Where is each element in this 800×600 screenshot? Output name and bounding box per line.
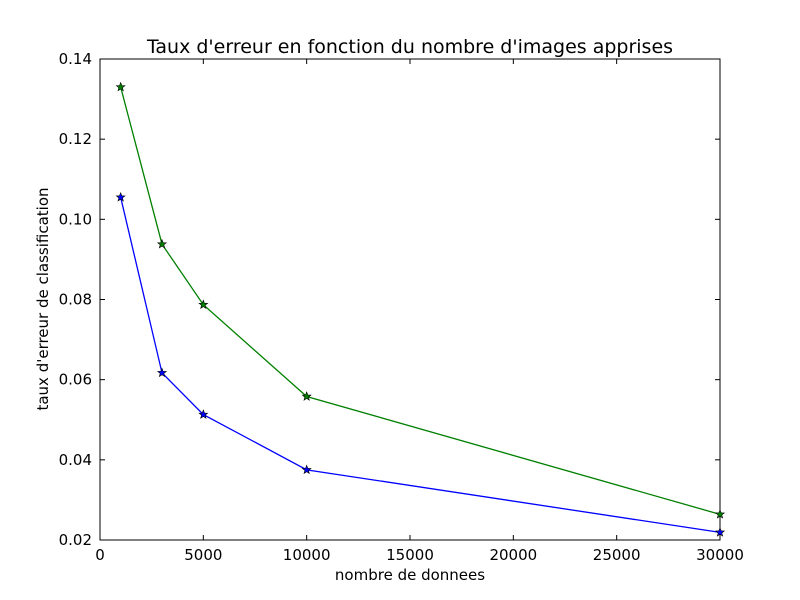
data-point — [115, 191, 126, 202]
x-axis-title: nombre de donnees — [335, 566, 485, 584]
x-tick-label: 25000 — [593, 546, 641, 564]
y-tick-label: 0.06 — [59, 371, 92, 389]
x-tick-label: 10000 — [283, 546, 331, 564]
series-layer — [115, 81, 726, 537]
data-point — [714, 527, 726, 537]
x-tick-label: 5000 — [184, 546, 222, 564]
x-tick-label: 15000 — [386, 546, 434, 564]
data-point — [115, 81, 126, 92]
series-line — [120, 86, 721, 515]
x-tick-label: 0 — [95, 546, 105, 564]
chart-title: Taux d'erreur en fonction du nombre d'im… — [146, 36, 673, 58]
series-1 — [115, 191, 726, 537]
series-2 — [115, 81, 726, 519]
axis-ticks: 0 5000 10000 15000 20000 25000 30000 0.02 0.04 0.… — [59, 50, 744, 564]
y-tick-label: 0.12 — [59, 130, 92, 148]
data-point — [301, 464, 312, 475]
data-point — [301, 391, 312, 401]
series-line — [120, 197, 721, 534]
y-tick-label: 0.02 — [59, 531, 92, 549]
y-tick-label: 0.04 — [59, 451, 92, 469]
y-tick-label: 0.10 — [59, 210, 92, 228]
data-point — [198, 299, 209, 310]
x-tick-label: 20000 — [489, 546, 537, 564]
data-point — [714, 509, 726, 519]
data-point — [156, 367, 168, 378]
y-axis-title: taux d'erreur de classification — [34, 187, 52, 410]
data-point — [198, 409, 209, 419]
data-point — [156, 238, 168, 249]
x-tick-label: 30000 — [696, 546, 744, 564]
plot-area — [99, 58, 721, 541]
y-tick-label: 0.08 — [59, 291, 92, 309]
y-tick-label: 0.14 — [59, 50, 92, 68]
